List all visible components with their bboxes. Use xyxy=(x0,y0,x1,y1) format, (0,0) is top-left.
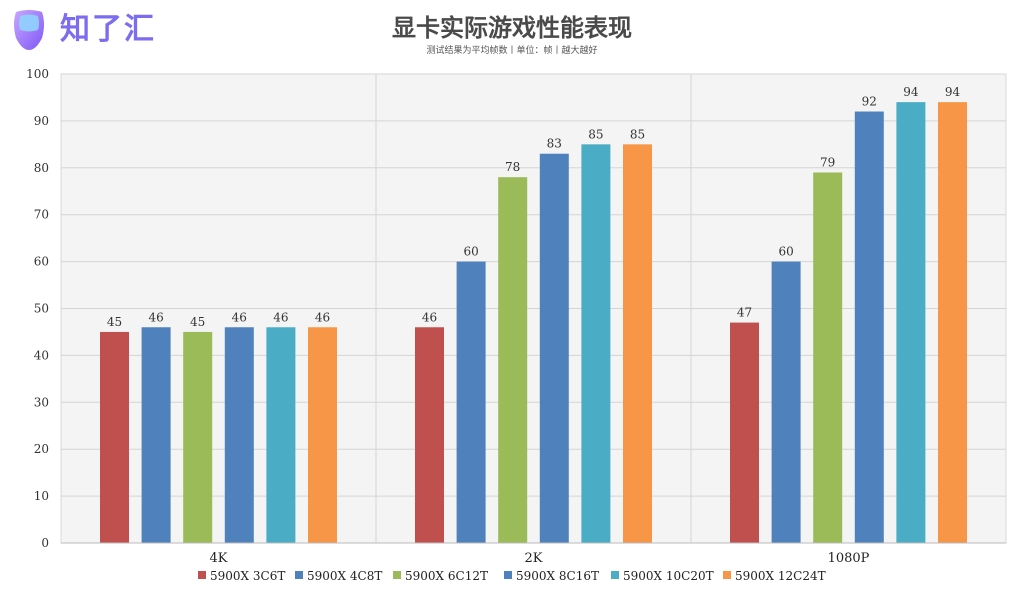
legend-swatch xyxy=(611,571,619,579)
data-label: 46 xyxy=(315,310,330,324)
legend-swatch xyxy=(198,571,206,579)
y-tick-label: 60 xyxy=(34,255,49,269)
y-tick-label: 20 xyxy=(34,442,49,456)
bar xyxy=(266,327,296,543)
bar xyxy=(100,331,129,543)
data-label: 94 xyxy=(903,85,919,99)
chart-subtitle: 测试结果为平均帧数丨单位：帧丨越大越好 xyxy=(426,46,598,56)
data-label: 45 xyxy=(107,315,122,329)
data-label: 79 xyxy=(820,155,835,169)
x-tick-label: 1080P xyxy=(828,551,870,566)
logo-text: 知了汇 xyxy=(60,12,156,47)
data-label: 47 xyxy=(737,306,752,320)
data-label: 92 xyxy=(862,95,877,109)
bar xyxy=(498,177,528,543)
data-label: 46 xyxy=(273,310,288,324)
legend-label: 5900X 6C12T xyxy=(405,569,488,583)
bar xyxy=(224,327,254,543)
legend-label: 5900X 4C8T xyxy=(307,569,382,583)
bar xyxy=(813,172,843,544)
y-tick-label: 10 xyxy=(34,489,49,503)
data-label: 46 xyxy=(422,310,437,324)
y-tick-label: 0 xyxy=(41,536,49,550)
x-tick-label: 2K xyxy=(525,551,543,566)
chart-title: 显卡实际游戏性能表现 xyxy=(392,14,632,42)
bar xyxy=(623,144,652,543)
y-tick-label: 70 xyxy=(34,208,49,222)
y-tick-label: 100 xyxy=(26,67,49,81)
legend-swatch xyxy=(393,571,401,579)
y-tick-label: 50 xyxy=(34,302,49,316)
legend-label: 5900X 8C16T xyxy=(516,569,599,583)
y-tick-label: 40 xyxy=(34,348,49,362)
legend-swatch xyxy=(295,571,303,579)
legend-label: 5900X 12C24T xyxy=(735,569,826,583)
bar xyxy=(456,261,486,543)
bar xyxy=(415,327,444,543)
y-tick-label: 80 xyxy=(34,161,49,175)
x-tick-label: 4K xyxy=(210,551,228,566)
y-tick-label: 90 xyxy=(34,114,49,128)
bar xyxy=(581,144,611,543)
data-label: 60 xyxy=(778,245,793,259)
bar xyxy=(730,322,759,543)
data-label: 83 xyxy=(547,137,562,151)
bar xyxy=(308,327,337,543)
y-tick-label: 30 xyxy=(34,395,49,409)
data-label: 46 xyxy=(232,310,247,324)
bar xyxy=(183,331,213,543)
data-label: 85 xyxy=(630,127,645,141)
legend-label: 5900X 10C20T xyxy=(623,569,714,583)
bar xyxy=(896,102,926,543)
bar xyxy=(539,153,569,544)
bar xyxy=(854,111,884,544)
legend-label: 5900X 3C6T xyxy=(210,569,285,583)
data-label: 60 xyxy=(463,245,478,259)
bar xyxy=(141,327,171,543)
legend-swatch xyxy=(723,571,731,579)
brand-logo: 知了汇 xyxy=(8,6,158,52)
legend-swatch xyxy=(504,571,512,579)
data-label: 85 xyxy=(588,127,603,141)
data-label: 45 xyxy=(190,315,205,329)
data-label: 94 xyxy=(945,85,961,99)
data-label: 78 xyxy=(505,160,520,174)
logo-icon xyxy=(14,10,44,50)
data-label: 46 xyxy=(148,310,163,324)
bar xyxy=(938,102,967,543)
bar xyxy=(771,261,801,543)
